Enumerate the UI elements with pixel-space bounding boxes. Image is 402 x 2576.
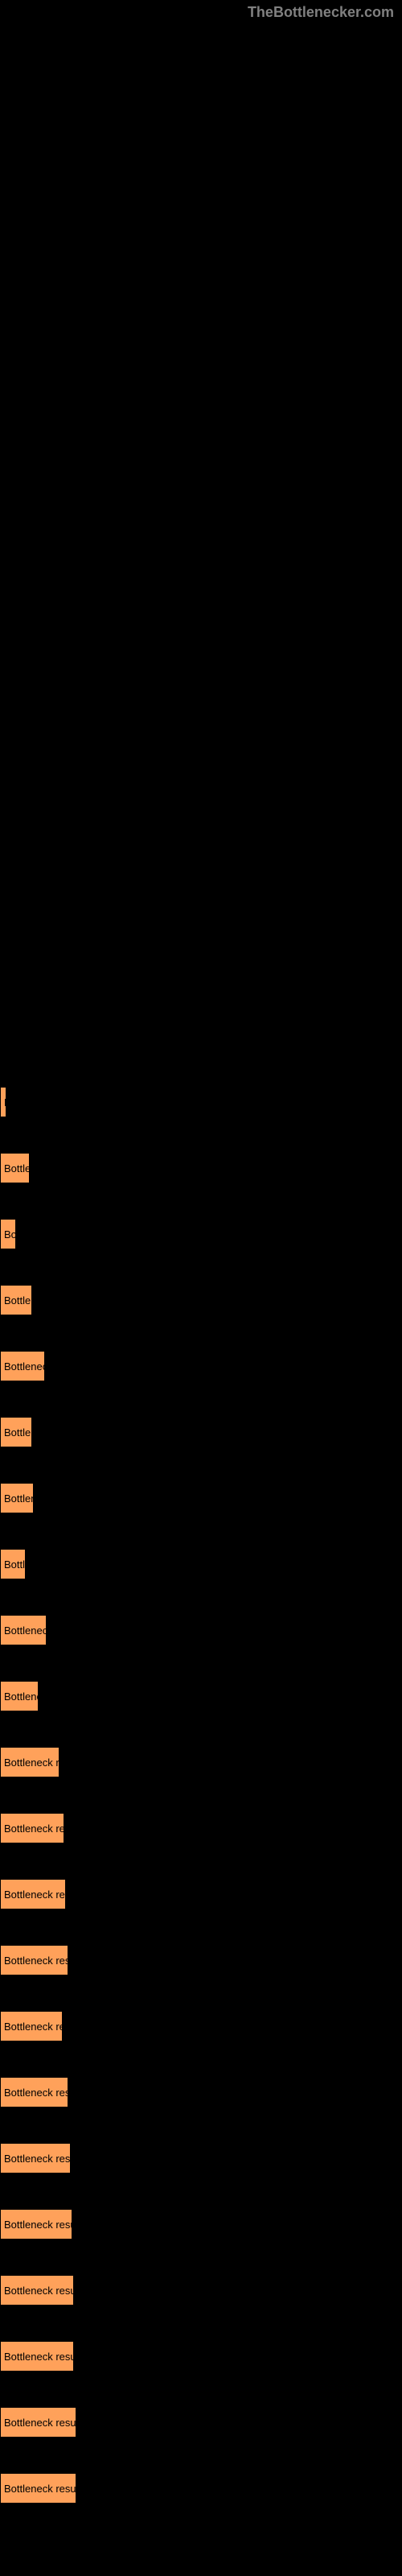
bar-label: Bottlene [4,1690,39,1703]
bar-12: Bottleneck result [0,1879,66,1909]
bar-label: Bottleneck [4,1360,45,1373]
bar-label: Bottleneck result [4,1823,64,1835]
bar-row: Bottleneck result [0,2473,402,2505]
bar-row: Bottleneck result [0,1813,402,1845]
bar-3: Bottlen [0,1285,32,1315]
bar-4: Bottleneck [0,1351,45,1381]
bar-label: B [4,1096,6,1108]
bar-1: Bottlen [0,1153,30,1183]
bar-row: Bottleneck resu [0,1747,402,1779]
bar-11: Bottleneck result [0,1813,64,1843]
bar-20: Bottleneck result [0,2407,76,2438]
bar-label: Bottlene [4,1426,32,1439]
bar-label: Bottleneck resu [4,1757,59,1769]
bar-row: Bottleneck result [0,2077,402,2109]
bar-13: Bottleneck result [0,1945,68,1975]
bar-row: Bottleneck result [0,1945,402,1977]
bar-label: Bottle [4,1558,26,1571]
bar-row: Bottlene [0,1681,402,1713]
bar-5: Bottlene [0,1417,32,1447]
bar-label: Bottleneck result [4,2483,76,2495]
bar-chart: B Bottlen Bo Bottlen Bottleneck Bottlene… [0,0,402,2505]
bar-14: Bottleneck res [0,2011,63,2041]
bar-19: Bottleneck result [0,2341,74,2372]
bar-label: Bottleneck result [4,2219,72,2231]
bar-row: Bottlene [0,1417,402,1449]
bar-16: Bottleneck result [0,2143,71,2174]
watermark-text: TheBottlenecker.com [248,4,394,21]
bar-label: Bottlenec [4,1492,34,1505]
bar-2: Bo [0,1219,16,1249]
bar-label: Bottleneck result [4,1889,66,1901]
bar-row: Bottleneck result [0,1879,402,1911]
bar-9: Bottlene [0,1681,39,1711]
bar-label: Bottleneck result [4,2417,76,2429]
bar-row: Bottlenec [0,1483,402,1515]
bar-label: Bottleneck result [4,2153,71,2165]
bar-17: Bottleneck result [0,2209,72,2240]
bar-10: Bottleneck resu [0,1747,59,1777]
bar-15: Bottleneck result [0,2077,68,2107]
bar-label: Bottleneck r [4,1624,47,1637]
bar-7: Bottle [0,1549,26,1579]
bar-row: Bottlen [0,1285,402,1317]
bar-label: Bottleneck res [4,2021,63,2033]
bar-label: Bottleneck result [4,2351,74,2363]
bar-label: Bottlen [4,1294,32,1307]
bar-label: Bottleneck result [4,2087,68,2099]
bar-row: Bottle [0,1549,402,1581]
bar-row: Bottleneck result [0,2341,402,2373]
bar-label: Bottlen [4,1162,30,1174]
bar-row: Bottleneck r [0,1615,402,1647]
bar-row: Bottleneck result [0,2143,402,2175]
bar-row: Bottlen [0,1153,402,1185]
bar-21: Bottleneck result [0,2473,76,2504]
bar-18: Bottleneck result [0,2275,74,2306]
bar-row: Bottleneck [0,1351,402,1383]
bar-label: Bo [4,1228,16,1241]
bar-6: Bottlenec [0,1483,34,1513]
bar-label: Bottleneck result [4,2285,74,2297]
bar-row: Bottleneck result [0,2275,402,2307]
bar-row: Bottleneck result [0,2209,402,2241]
bar-row: Bottleneck result [0,2407,402,2439]
bar-row: Bottleneck res [0,2011,402,2043]
bar-label: Bottleneck result [4,1955,68,1967]
bar-8: Bottleneck r [0,1615,47,1645]
bar-row: Bo [0,1219,402,1251]
bar-0: B [0,1087,6,1117]
bar-row: B [0,1087,402,1119]
